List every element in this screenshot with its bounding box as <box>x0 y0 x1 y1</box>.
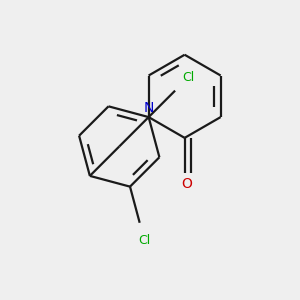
Text: O: O <box>181 177 192 191</box>
Text: Cl: Cl <box>138 234 151 247</box>
Text: Cl: Cl <box>182 71 194 84</box>
Text: N: N <box>143 101 154 116</box>
